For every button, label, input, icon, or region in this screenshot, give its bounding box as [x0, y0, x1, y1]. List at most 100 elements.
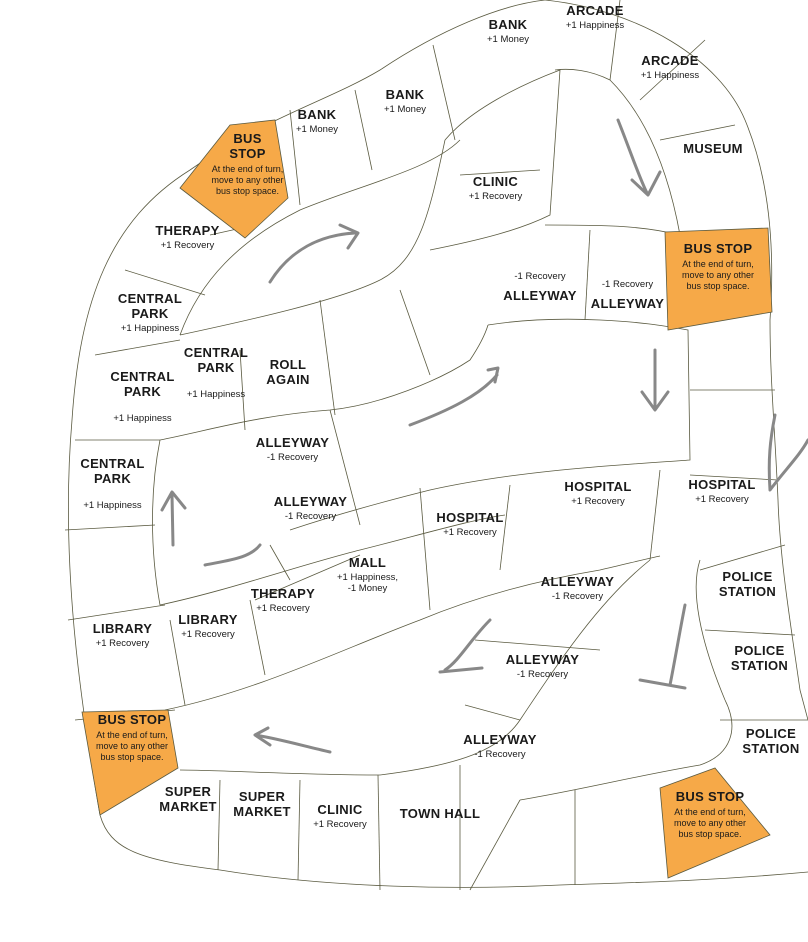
space-name: BANK: [385, 87, 425, 102]
space-name: MUSEUM: [683, 141, 743, 156]
space-name: MALL: [348, 555, 387, 570]
space-effect: -1 Recovery: [514, 271, 566, 282]
board-space-therapy-1: THERAPY +1 Recovery: [140, 223, 235, 252]
space-name: ALLEYWAY: [540, 574, 615, 589]
space-name: POLICE STATION: [742, 726, 800, 756]
space-name: THERAPY: [250, 586, 316, 601]
board-space-alleyway-4: ALLEYWAY -1 Recovery: [258, 494, 363, 523]
space-effect: +1 Happiness: [186, 388, 246, 400]
board-space-arcade-2: ARCADE +1 Happiness: [620, 53, 720, 82]
space-name: HOSPITAL: [688, 477, 756, 492]
board-space-supermarket-1: SUPER MARKET: [148, 784, 228, 815]
space-effect: +1 Recovery: [443, 526, 497, 538]
space-effect: +1 Recovery: [313, 818, 367, 830]
board-space-central-park-3: CENTRAL PARK +1 Happiness: [100, 369, 185, 425]
board-space-police-2: POLICE STATION: [712, 643, 807, 674]
space-name: HOSPITAL: [564, 479, 632, 494]
board-space-alleyway-7: ALLEYWAY -1 Recovery: [445, 732, 555, 761]
space-name: CENTRAL PARK: [183, 345, 249, 375]
board-space-alleyway-1: -1 Recovery ALLEYWAY: [490, 270, 590, 304]
space-effect: -1 Recovery: [266, 451, 319, 463]
space-effect: +1 Recovery: [468, 190, 523, 202]
space-name: ALLEYWAY: [463, 732, 537, 747]
board-space-police-1: POLICE STATION: [700, 569, 795, 600]
board-space-hospital-3: HOSPITAL +1 Recovery: [420, 510, 520, 539]
board-space-central-park-4: CENTRAL PARK +1 Happiness: [70, 456, 155, 512]
space-effect: +1 Recovery: [181, 628, 235, 640]
board-space-alleyway-2: -1 Recovery ALLEYWAY: [580, 278, 675, 312]
space-effect: +1 Recovery: [95, 637, 150, 649]
space-name: CLINIC: [317, 802, 363, 817]
space-effect: At the end of turn, move to any other bu…: [211, 163, 284, 197]
space-name: ALLEYWAY: [590, 295, 665, 311]
space-effect: +1 Happiness: [640, 69, 700, 81]
space-name: CLINIC: [472, 174, 519, 189]
board-space-museum: MUSEUM: [668, 141, 758, 157]
space-name: BUS STOP: [683, 241, 753, 256]
space-name: TOWN HALL: [399, 806, 481, 821]
space-name: BANK: [488, 17, 528, 32]
space-name: CENTRAL PARK: [117, 291, 183, 321]
board-space-hospital-1: HOSPITAL +1 Recovery: [548, 479, 648, 508]
board-space-supermarket-2: SUPER MARKET: [222, 789, 302, 820]
space-effect: +1 Happiness: [113, 412, 172, 424]
space-name: BUS STOP: [229, 131, 266, 161]
board-space-alleyway-5: ALLEYWAY -1 Recovery: [525, 574, 630, 603]
board-space-mall: MALL +1 Happiness, -1 Money: [320, 555, 415, 595]
board-space-bank-left: BANK +1 Money: [272, 107, 362, 136]
space-effect: -1 Recovery: [601, 279, 654, 290]
space-name: LIBRARY: [92, 621, 153, 636]
space-name: BUS STOP: [97, 712, 167, 727]
space-effect: +1 Recovery: [160, 239, 215, 251]
board-space-library-1: LIBRARY +1 Recovery: [70, 621, 175, 650]
board-space-central-park-2: CENTRAL PARK +1 Happiness: [176, 345, 256, 401]
space-name: CENTRAL PARK: [80, 456, 145, 486]
direction-arrows: [160, 118, 808, 754]
board-space-bus-stop-3: BUS STOP At the end of turn, move to any …: [82, 712, 182, 764]
board-space-central-park-1: CENTRAL PARK +1 Happiness: [100, 291, 200, 335]
space-name: BANK: [297, 107, 337, 122]
board-space-clinic-2: CLINIC +1 Recovery: [300, 802, 380, 831]
board-space-bus-stop-2: BUS STOP At the end of turn, move to any …: [668, 241, 768, 293]
space-effect: At the end of turn, move to any other bu…: [95, 729, 169, 763]
board-space-town-hall: TOWN HALL: [390, 806, 490, 822]
space-effect: At the end of turn, move to any other bu…: [673, 806, 747, 840]
space-effect: +1 Recovery: [571, 495, 625, 507]
space-name: POLICE STATION: [730, 643, 789, 673]
space-effect: -1 Recovery: [516, 668, 569, 680]
space-effect: +1 Happiness: [565, 19, 625, 31]
space-name: HOSPITAL: [436, 510, 504, 525]
board-space-library-2: LIBRARY +1 Recovery: [168, 612, 248, 641]
space-name: THERAPY: [155, 223, 220, 238]
space-effect: +1 Happiness: [83, 499, 142, 511]
board-space-arcade-1: ARCADE +1 Happiness: [545, 3, 645, 32]
space-effect: +1 Recovery: [695, 493, 749, 505]
space-effect: +1 Happiness, -1 Money: [337, 571, 398, 594]
space-name: BUS STOP: [675, 789, 745, 804]
space-name: ALLEYWAY: [273, 494, 348, 509]
space-name: SUPER MARKET: [159, 784, 217, 814]
space-name: SUPER MARKET: [233, 789, 291, 819]
space-name: ALLEYWAY: [505, 652, 580, 667]
board-space-bus-stop-1: BUS STOP At the end of turn, move to any …: [185, 131, 310, 198]
space-effect: -1 Recovery: [551, 590, 604, 602]
board-space-roll-again: ROLL AGAIN: [248, 357, 328, 388]
bus-stop-fills: [81, 119, 773, 879]
board-space-alleyway-3: ALLEYWAY -1 Recovery: [240, 435, 345, 464]
board-space-bank-top: BANK +1 Money: [458, 17, 558, 46]
board-space-police-3: POLICE STATION: [726, 726, 808, 757]
board-space-bank-mid: BANK +1 Money: [360, 87, 450, 116]
board-space-bus-stop-4: BUS STOP At the end of turn, move to any …: [655, 789, 765, 841]
space-effect: +1 Money: [487, 33, 529, 45]
space-effect: +1 Money: [384, 103, 426, 115]
space-name: LIBRARY: [178, 612, 238, 627]
space-effect: +1 Happiness: [120, 322, 180, 334]
space-effect: -1 Recovery: [284, 510, 337, 522]
space-effect: -1 Recovery: [474, 748, 526, 760]
space-effect: +1 Money: [296, 123, 338, 135]
board-space-clinic-1: CLINIC +1 Recovery: [448, 174, 543, 203]
space-effect: At the end of turn, move to any other bu…: [681, 258, 755, 292]
space-name: POLICE STATION: [718, 569, 777, 599]
space-name: ARCADE: [566, 3, 624, 18]
